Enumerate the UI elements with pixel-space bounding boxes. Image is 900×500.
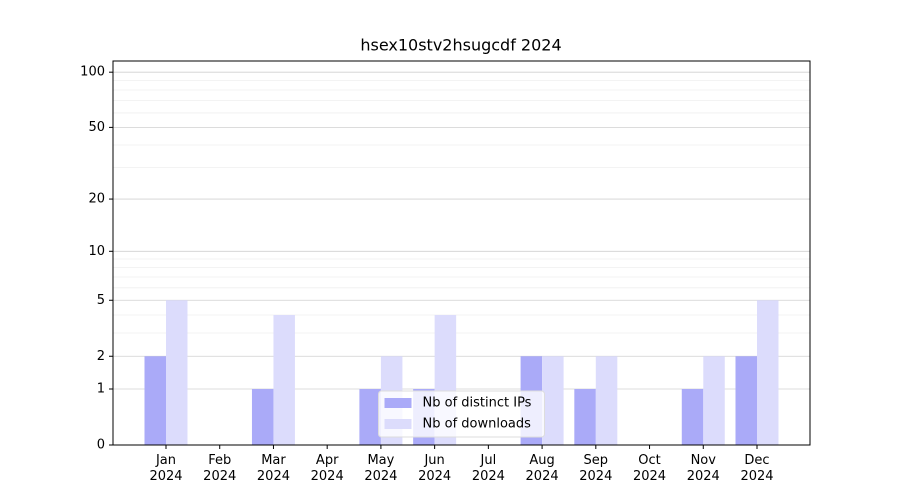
x-tick-label: May 2024 [364, 453, 398, 484]
bar [757, 300, 779, 445]
y-tick-label: 1 [97, 382, 105, 397]
y-tick-label: 2 [97, 349, 105, 364]
bar [166, 300, 188, 445]
bar [595, 356, 618, 445]
plot-frame [112, 60, 811, 446]
x-tick-label: Oct 2024 [632, 453, 667, 484]
bar [735, 356, 757, 445]
x-tick-label: Mar 2024 [256, 453, 290, 484]
y-tick-label: 50 [88, 120, 105, 135]
y-tick-label: 20 [88, 192, 105, 207]
y-tick-label: 0 [97, 438, 105, 453]
chart-title: hsex10stv2hsugcdf 2024 [360, 36, 561, 55]
x-tick-label: Dec 2024 [740, 453, 774, 484]
x-tick-label: Jun 2024 [418, 453, 452, 484]
bar [144, 356, 166, 445]
x-tick-label: Feb 2024 [203, 453, 237, 484]
legend-label: Nb of distinct IPs [423, 396, 532, 411]
bar [703, 356, 725, 445]
x-tick-label: Jul 2024 [471, 453, 505, 484]
x-tick-label: Jan 2024 [149, 453, 183, 484]
x-tick-label: Apr 2024 [310, 453, 344, 484]
legend-swatch [384, 419, 412, 429]
x-tick-label: Nov 2024 [686, 453, 720, 484]
x-tick-label: Sep 2024 [579, 453, 613, 484]
bar [251, 389, 274, 445]
bar [359, 389, 381, 445]
bar [542, 356, 564, 445]
bar [574, 389, 596, 445]
legend: Nb of distinct IPs Nb of downloads [378, 390, 545, 438]
legend-label: Nb of downloads [423, 417, 532, 432]
x-tick-label: Aug 2024 [525, 453, 559, 484]
y-tick-label: 5 [97, 293, 105, 308]
legend-swatch [384, 398, 412, 408]
y-tick-label: 100 [80, 65, 105, 80]
legend-box [378, 390, 545, 438]
y-tick-label: 10 [88, 244, 105, 259]
bar [681, 389, 704, 445]
bar [273, 314, 295, 445]
